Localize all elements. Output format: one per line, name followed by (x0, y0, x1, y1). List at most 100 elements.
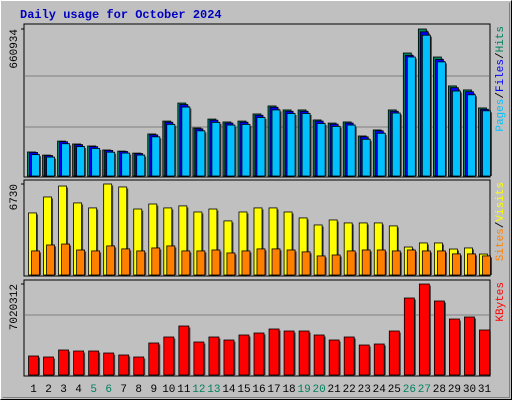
bar (406, 56, 416, 177)
bar (316, 255, 326, 276)
bar (464, 316, 475, 376)
legend-entry: KBytes (495, 282, 507, 322)
y-tick-label: 7020312 (9, 284, 21, 330)
bar (181, 250, 191, 276)
chart-title: Daily usage for October 2024 (20, 8, 222, 22)
bar (76, 249, 86, 276)
bar (58, 349, 69, 376)
bar (121, 248, 131, 276)
bar (193, 341, 205, 376)
bar (208, 336, 220, 376)
x-tick-label: 15 (237, 384, 250, 396)
bar (31, 154, 40, 177)
bar (361, 249, 371, 276)
x-tick-label: 23 (358, 384, 371, 396)
x-tick-label: 4 (75, 384, 82, 396)
bar (346, 250, 356, 276)
bar (178, 325, 190, 376)
legend: Sites/Visits (495, 182, 507, 261)
bar (88, 350, 100, 376)
x-tick-label: 6 (105, 384, 112, 396)
bar (136, 154, 146, 177)
bar (418, 283, 430, 376)
legend-entry: Hits (495, 26, 507, 52)
bar (482, 110, 491, 177)
legend-separator: / (495, 92, 507, 99)
legend-entry: Visits (495, 182, 507, 222)
bar (452, 90, 461, 177)
bar (148, 342, 160, 376)
bar (103, 352, 115, 376)
bar (43, 356, 54, 376)
x-tick-label: 27 (418, 384, 431, 396)
bar (73, 350, 85, 376)
bar (449, 318, 460, 376)
bar (452, 253, 461, 276)
bar (403, 297, 415, 376)
bar (46, 244, 55, 276)
x-tick-label: 1 (30, 384, 37, 396)
bar (479, 329, 490, 376)
bar (388, 330, 400, 376)
bar (391, 250, 401, 276)
x-tick-label: 26 (403, 384, 416, 396)
bar (358, 344, 370, 376)
bar (76, 146, 86, 177)
bar (46, 156, 55, 177)
x-tick-label: 16 (252, 384, 265, 396)
bar (196, 130, 206, 177)
bar (136, 250, 146, 276)
bar (421, 34, 431, 177)
bar (238, 334, 250, 376)
x-tick-label: 17 (267, 384, 280, 396)
x-tick-label: 12 (192, 384, 205, 396)
bar (286, 249, 296, 276)
bar (211, 249, 221, 276)
bar (271, 248, 281, 276)
bar (373, 343, 385, 376)
bar (376, 249, 386, 276)
bar (436, 250, 446, 276)
bar (298, 330, 310, 376)
legend: Pages/Files/Hits (495, 26, 507, 132)
y-tick-label: 6730 (9, 184, 21, 210)
bar (253, 332, 265, 376)
bar (467, 253, 476, 276)
x-tick-label: 9 (150, 384, 157, 396)
bar (343, 336, 355, 376)
x-tick-label: 8 (135, 384, 142, 396)
bar (91, 250, 101, 276)
bar (241, 250, 251, 276)
x-tick-label: 10 (162, 384, 175, 396)
bar (256, 248, 266, 276)
x-tick-label: 2 (45, 384, 52, 396)
bar (151, 247, 161, 276)
bar (271, 109, 281, 177)
x-tick-label: 7 (120, 384, 127, 396)
bar (328, 339, 340, 376)
x-tick-label: 21 (328, 384, 342, 396)
x-tick-label: 24 (373, 384, 387, 396)
bar (106, 151, 116, 177)
x-tick-label: 5 (90, 384, 97, 396)
bar (391, 112, 401, 177)
bar (196, 250, 206, 276)
bar (467, 94, 476, 177)
bar (316, 123, 326, 177)
bar (118, 354, 130, 376)
bar (286, 113, 296, 177)
x-tick-label: 31 (478, 384, 492, 396)
bar (106, 245, 116, 276)
x-tick-label: 20 (313, 384, 326, 396)
bar (241, 124, 251, 177)
x-tick-label: 13 (207, 384, 220, 396)
bar (211, 121, 221, 177)
bar (151, 136, 161, 177)
bar (163, 336, 175, 376)
x-tick-label: 11 (177, 384, 191, 396)
legend-separator: / (495, 222, 507, 229)
bar (482, 255, 491, 276)
x-tick-label: 29 (448, 384, 461, 396)
